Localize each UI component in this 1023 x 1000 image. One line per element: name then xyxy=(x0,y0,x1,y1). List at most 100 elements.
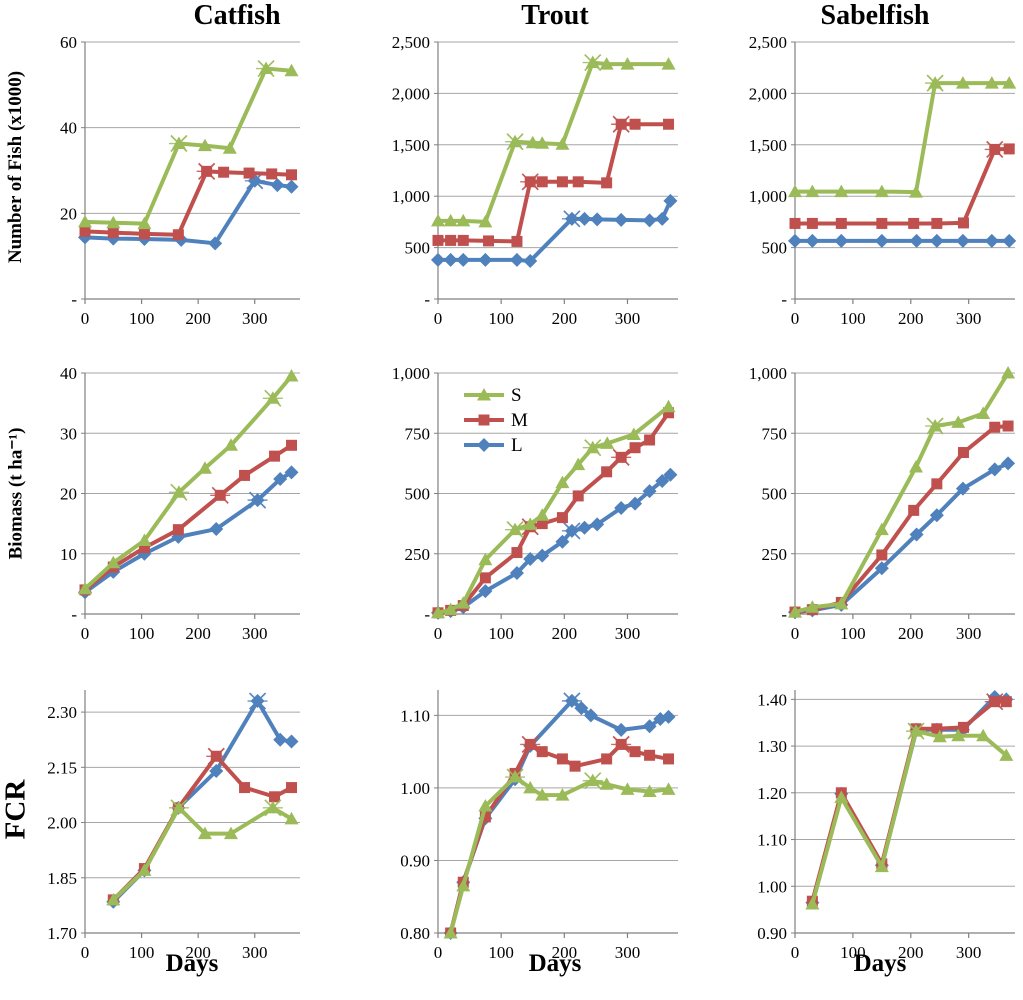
svg-text:100: 100 xyxy=(129,624,155,643)
svg-text:-: - xyxy=(71,290,77,309)
svg-text:1.30: 1.30 xyxy=(757,737,787,756)
svg-text:300: 300 xyxy=(956,943,982,962)
svg-text:200: 200 xyxy=(552,943,578,962)
svg-text:100: 100 xyxy=(488,624,514,643)
svg-text:2.00: 2.00 xyxy=(47,814,77,833)
chart-trout-number: - 500 1,000 1,500 2,000 2,500 0 100 200 300 xyxy=(392,33,678,328)
svg-text:100: 100 xyxy=(488,309,514,328)
svg-text:-: - xyxy=(71,605,77,624)
svg-text:200: 200 xyxy=(185,309,211,328)
svg-text:1,500: 1,500 xyxy=(749,136,787,155)
svg-text:-: - xyxy=(424,290,430,309)
svg-text:100: 100 xyxy=(840,943,866,962)
svg-text:M: M xyxy=(511,410,528,431)
svg-text:2,000: 2,000 xyxy=(749,84,787,103)
svg-text:300: 300 xyxy=(242,624,268,643)
chart-catfish-biomass: - 10 20 30 40 0 100 200 300 xyxy=(60,364,300,643)
svg-text:0: 0 xyxy=(81,943,90,962)
svg-text:1,000: 1,000 xyxy=(392,364,430,383)
svg-text:250: 250 xyxy=(762,545,788,564)
svg-text:200: 200 xyxy=(552,624,578,643)
svg-text:0: 0 xyxy=(791,309,800,328)
svg-text:1,000: 1,000 xyxy=(749,187,787,206)
svg-text:0: 0 xyxy=(434,309,443,328)
chart-sabelfish-biomass: - 250 500 750 1,000 0 100 200 300 xyxy=(749,364,1016,643)
svg-text:300: 300 xyxy=(242,309,268,328)
svg-text:500: 500 xyxy=(762,239,788,258)
svg-text:40: 40 xyxy=(60,119,77,138)
svg-text:300: 300 xyxy=(242,943,268,962)
svg-text:2.15: 2.15 xyxy=(47,758,77,777)
svg-text:0.90: 0.90 xyxy=(757,924,787,943)
svg-text:0: 0 xyxy=(791,943,800,962)
svg-text:1.20: 1.20 xyxy=(757,784,787,803)
svg-text:30: 30 xyxy=(60,424,77,443)
svg-text:-: - xyxy=(424,605,430,624)
svg-text:L: L xyxy=(511,435,523,456)
svg-text:1.70: 1.70 xyxy=(47,924,77,943)
svg-text:100: 100 xyxy=(840,309,866,328)
svg-text:500: 500 xyxy=(762,485,788,504)
svg-text:200: 200 xyxy=(185,943,211,962)
svg-text:20: 20 xyxy=(60,204,77,223)
svg-text:20: 20 xyxy=(60,485,77,504)
svg-text:0: 0 xyxy=(81,309,90,328)
svg-text:1.10: 1.10 xyxy=(757,831,787,850)
svg-text:1.00: 1.00 xyxy=(757,877,787,896)
svg-text:1.00: 1.00 xyxy=(400,779,430,798)
svg-text:300: 300 xyxy=(615,943,641,962)
svg-text:1.85: 1.85 xyxy=(47,869,77,888)
svg-text:0: 0 xyxy=(434,624,443,643)
svg-text:200: 200 xyxy=(185,624,211,643)
x-axis-label-days-sabelfish: Days xyxy=(853,950,907,977)
svg-text:100: 100 xyxy=(129,943,155,962)
svg-text:-: - xyxy=(781,290,787,309)
svg-text:0.80: 0.80 xyxy=(400,924,430,943)
chart-sabelfish-number: - 500 1,000 1,500 2,000 2,500 0 100 200 300 xyxy=(749,33,1017,328)
chart-catfish-number: - 20 40 60 0 100 200 300 xyxy=(60,33,300,328)
svg-text:300: 300 xyxy=(615,624,641,643)
svg-text:500: 500 xyxy=(405,239,431,258)
svg-text:0.90: 0.90 xyxy=(400,851,430,870)
svg-text:300: 300 xyxy=(615,309,641,328)
x-axis-label-days-catfish: Days xyxy=(165,950,219,977)
svg-text:100: 100 xyxy=(840,624,866,643)
chart-title-trout: Trout xyxy=(521,0,589,31)
svg-text:2,500: 2,500 xyxy=(392,33,430,52)
svg-text:0: 0 xyxy=(81,624,90,643)
svg-text:200: 200 xyxy=(898,624,924,643)
svg-text:1.40: 1.40 xyxy=(757,690,787,709)
svg-text:40: 40 xyxy=(60,364,77,383)
svg-text:500: 500 xyxy=(405,485,431,504)
svg-text:1,500: 1,500 xyxy=(392,136,430,155)
svg-text:0: 0 xyxy=(791,624,800,643)
svg-text:60: 60 xyxy=(60,33,77,52)
svg-text:200: 200 xyxy=(898,309,924,328)
x-axis-label-days-trout: Days xyxy=(528,950,582,977)
svg-text:10: 10 xyxy=(60,545,77,564)
svg-text:1,000: 1,000 xyxy=(392,187,430,206)
svg-text:100: 100 xyxy=(129,309,155,328)
svg-text:1.10: 1.10 xyxy=(400,706,430,725)
svg-text:0: 0 xyxy=(434,943,443,962)
svg-text:S: S xyxy=(511,385,522,406)
svg-text:1,000: 1,000 xyxy=(749,364,787,383)
svg-text:750: 750 xyxy=(762,424,788,443)
svg-text:200: 200 xyxy=(552,309,578,328)
svg-text:2.30: 2.30 xyxy=(47,703,77,722)
svg-text:300: 300 xyxy=(956,309,982,328)
svg-text:750: 750 xyxy=(405,424,431,443)
chart-trout-fcr: 0.80 0.90 1.00 1.10 0 100 200 300 xyxy=(400,690,678,962)
svg-text:250: 250 xyxy=(405,545,431,564)
svg-text:300: 300 xyxy=(956,624,982,643)
svg-text:200: 200 xyxy=(898,943,924,962)
svg-text:100: 100 xyxy=(488,943,514,962)
chart-title-catfish: Catfish xyxy=(193,0,281,31)
svg-text:2,000: 2,000 xyxy=(392,84,430,103)
chart-trout-biomass: - 250 500 750 1,000 0 100 200 300 SML xyxy=(392,364,678,643)
chart-catfish-fcr: 1.70 1.85 2.00 2.15 2.30 0 100 200 300 xyxy=(47,690,300,962)
svg-text:-: - xyxy=(781,605,787,624)
chart-title-sabelfish: Sabelfish xyxy=(820,0,930,31)
chart-sabelfish-fcr: 0.90 1.00 1.10 1.20 1.30 1.40 0 100 200 300 xyxy=(757,690,1015,962)
